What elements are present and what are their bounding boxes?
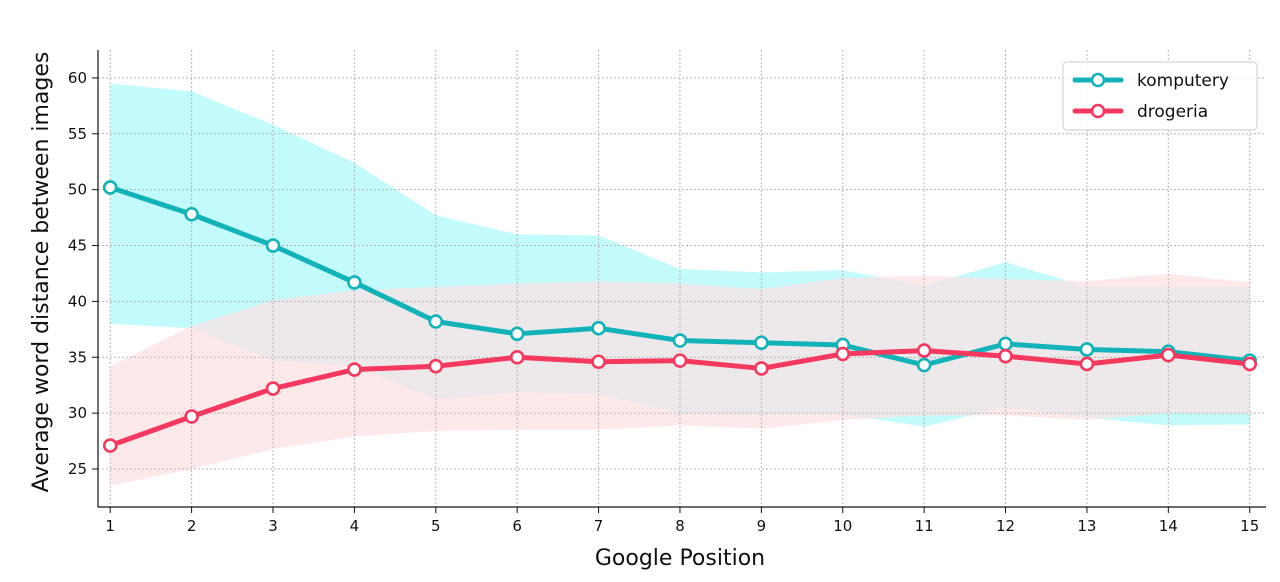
y-tick-label: 30 [68,404,87,422]
x-tick-label: 15 [1240,517,1259,535]
data-point-drogeria [1079,356,1095,372]
data-point-komputery [916,357,932,373]
data-point-drogeria [509,349,525,365]
data-point-drogeria [428,358,444,374]
y-tick-label: 50 [68,181,87,199]
x-tick-label: 3 [268,517,278,535]
legend-swatch-marker [1090,103,1106,119]
x-tick-label: 6 [512,517,522,535]
x-tick-label: 8 [675,517,685,535]
data-point-drogeria [835,346,851,362]
x-tick-label: 9 [757,517,767,535]
data-point-komputery [102,180,118,195]
legend: komputery drogeria [1062,61,1258,131]
x-tick-label: 1 [105,517,115,535]
legend-swatch-marker [1090,72,1106,88]
legend-label-komputery: komputery [1137,71,1229,91]
data-point-drogeria [591,354,606,370]
y-tick-label: 35 [68,348,87,366]
x-axis-label: Google Position [595,546,765,571]
data-point-drogeria [265,381,281,396]
grid [98,50,1266,507]
x-tick-label: 7 [594,517,604,535]
data-point-drogeria [672,353,688,368]
data-point-drogeria [1242,356,1258,372]
data-point-komputery [591,320,606,336]
data-point-komputery [184,206,199,222]
x-tick-label: 11 [915,517,934,535]
y-tick-label: 60 [68,69,87,87]
y-tick-label: 40 [68,292,87,310]
data-point-komputery [672,333,688,348]
data-point-drogeria [1161,347,1176,363]
data-point-drogeria [916,343,932,358]
y-tick-label: 55 [68,125,87,143]
data-point-komputery [428,314,444,329]
data-point-drogeria [998,348,1013,364]
legend-label-drogeria: drogeria [1137,102,1208,122]
x-tick-label: 14 [1159,517,1178,535]
y-tick-label: 25 [68,460,87,478]
data-point-komputery [265,238,281,253]
data-point-komputery [509,326,525,342]
x-tick-label: 10 [833,517,852,535]
data-point-komputery [1079,342,1095,357]
x-tick-label: 5 [431,517,441,535]
data-point-komputery [347,275,362,290]
x-tick-label: 2 [187,517,197,535]
x-tick-label: 13 [1077,517,1096,535]
x-tick-label: 4 [350,517,360,535]
y-tick-label: 45 [68,237,87,255]
data-point-drogeria [184,409,199,424]
data-point-drogeria [102,438,118,453]
data-point-komputery [998,336,1013,352]
series-points [102,180,1258,453]
y-axis-label: Average word distance between images [29,52,54,493]
x-tick-label: 12 [996,517,1015,535]
data-point-drogeria [347,362,362,377]
data-point-komputery [754,335,769,351]
data-point-drogeria [754,361,769,376]
